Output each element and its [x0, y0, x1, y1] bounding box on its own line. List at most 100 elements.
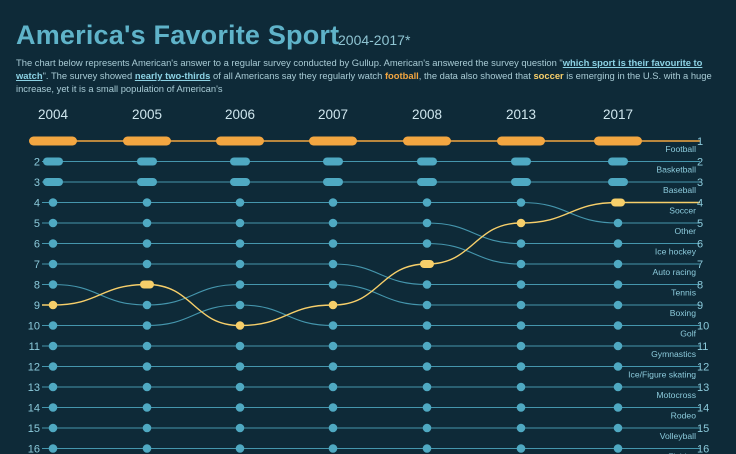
marker-golf-2007	[328, 321, 338, 330]
marker-rodeo-2006	[235, 403, 245, 412]
marker-basketball-2008	[417, 157, 437, 166]
marker-motocross-2004	[48, 382, 58, 392]
marker-soccer-2008	[420, 260, 434, 268]
marker-motocross-2013	[516, 382, 526, 392]
rank-right-12: 12	[697, 362, 709, 374]
marker-football-2004	[29, 136, 77, 146]
marker-soccer-2007	[328, 300, 338, 310]
marker-basketball-2013	[511, 157, 531, 166]
marker-gymnastics-2006	[235, 341, 245, 351]
rank-left-13: 13	[28, 382, 40, 394]
marker-baseball-2005	[137, 178, 157, 186]
marker-ice-hockey-2017	[613, 239, 623, 248]
rank-left-6: 6	[34, 239, 40, 251]
year-label-2006: 2006	[225, 107, 255, 122]
marker-ice-hockey-2007	[328, 218, 338, 228]
marker-ice-figure-skating-2008	[422, 362, 432, 371]
rank-right-10: 10	[697, 321, 709, 333]
marker-baseball-2007	[323, 178, 343, 186]
rank-left-10: 10	[28, 321, 40, 333]
marker-motocross-2005	[142, 382, 152, 392]
marker-ice-hockey-2013	[516, 239, 526, 248]
marker-volleyball-2013	[516, 423, 526, 433]
marker-gymnastics-2008	[422, 341, 432, 351]
marker-motocross-2006	[235, 382, 245, 392]
marker-tennis-2005	[142, 259, 152, 269]
year-label-2005: 2005	[132, 107, 162, 122]
marker-soccer-2013	[516, 218, 526, 228]
sport-label-rodeo: Rodeo	[671, 411, 697, 421]
rank-right-15: 15	[697, 423, 709, 435]
marker-fishing-2004	[48, 444, 58, 453]
chart-description: The chart below represents American's an…	[16, 56, 720, 95]
marker-motocross-2008	[422, 382, 432, 392]
rank-right-6: 6	[697, 239, 703, 251]
marker-other-2008	[422, 198, 432, 207]
marker-basketball-2017	[608, 157, 628, 166]
sport-label-other: Other	[675, 226, 697, 236]
rank-left-12: 12	[28, 362, 40, 374]
marker-auto-racing-2006	[235, 239, 245, 248]
desc-link-question[interactable]: which sport is their favourite to watch	[16, 57, 703, 81]
marker-golf-2017	[613, 321, 623, 330]
marker-boxing-2004	[48, 280, 58, 289]
marker-volleyball-2006	[235, 423, 245, 433]
marker-other-2007	[328, 198, 338, 207]
marker-baseball-2004	[43, 178, 63, 186]
marker-tennis-2008	[422, 280, 432, 289]
marker-golf-2008	[422, 321, 432, 330]
marker-golf-2004	[48, 321, 58, 330]
marker-fishing-2008	[422, 444, 432, 453]
marker-gymnastics-2004	[48, 341, 58, 351]
marker-gymnastics-2005	[142, 341, 152, 351]
rank-right-13: 13	[697, 382, 709, 394]
marker-ice-figure-skating-2005	[142, 362, 152, 371]
rank-right-11: 11	[697, 341, 708, 353]
marker-football-2007	[309, 136, 357, 146]
marker-auto-racing-2004	[48, 239, 58, 248]
rank-right-8: 8	[697, 280, 703, 292]
desc-soccer: soccer	[533, 70, 564, 81]
rank-left-9: 9	[34, 300, 40, 312]
marker-ice-figure-skating-2007	[328, 362, 338, 371]
desc-text-2: ". The survey showed	[42, 70, 135, 81]
marker-fishing-2005	[142, 444, 152, 453]
year-label-2007: 2007	[318, 107, 348, 122]
desc-football: football	[384, 70, 419, 81]
marker-boxing-2013	[516, 300, 526, 310]
marker-baseball-2008	[417, 178, 437, 186]
year-label-2017: 2017	[603, 107, 633, 122]
chart-subtitle: 2004-2017*	[338, 32, 411, 48]
marker-tennis-2006	[235, 259, 245, 269]
marker-volleyball-2005	[142, 423, 152, 433]
rank-left-3: 3	[34, 177, 40, 189]
marker-ice-figure-skating-2017	[613, 362, 623, 371]
marker-basketball-2007	[323, 157, 343, 166]
rank-right-7: 7	[697, 259, 703, 271]
series-line-other	[42, 201, 700, 224]
rank-right-5: 5	[697, 218, 703, 230]
rank-right-14: 14	[697, 403, 709, 415]
desc-link-two-thirds[interactable]: nearly two-thirds	[134, 70, 211, 81]
marker-gymnastics-2007	[328, 341, 338, 351]
rank-left-7: 7	[34, 259, 40, 271]
marker-tennis-2017	[613, 280, 623, 289]
marker-soccer-2017	[611, 198, 625, 207]
rank-right-16: 16	[697, 444, 709, 454]
marker-golf-2013	[516, 321, 526, 330]
series-line-golf	[42, 304, 700, 327]
marker-football-2013	[497, 136, 545, 146]
series-line-boxing	[42, 283, 700, 306]
marker-football-2006	[216, 136, 264, 146]
rank-left-15: 15	[28, 423, 40, 435]
rank-right-1: 1	[697, 136, 703, 148]
sport-label-football: Football	[665, 144, 696, 154]
rank-right-2: 2	[697, 157, 703, 169]
marker-rodeo-2005	[142, 403, 152, 412]
sport-label-ice-figure-skating: Ice/Figure skating	[628, 370, 696, 380]
desc-text-4: , the data also showed that	[418, 70, 534, 81]
desc-text-3: of all Americans say they regularly watc…	[210, 70, 385, 81]
marker-other-2006	[235, 198, 245, 207]
marker-other-2017	[613, 218, 623, 228]
